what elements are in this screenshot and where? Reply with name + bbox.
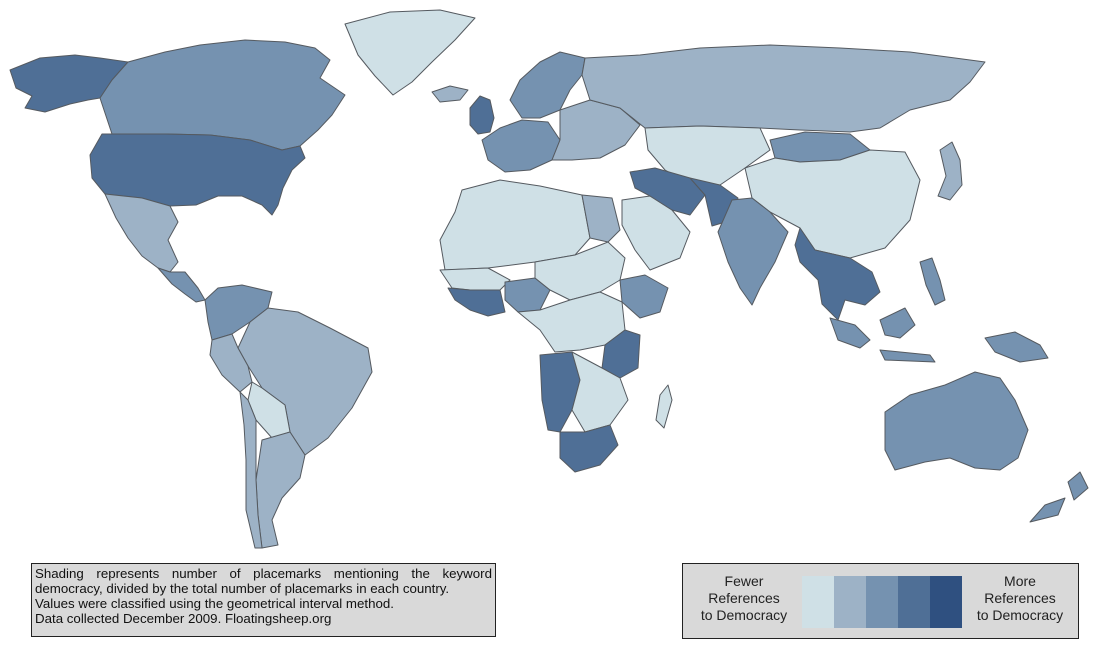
region-guinea-coast xyxy=(447,287,506,317)
region-india xyxy=(717,197,789,306)
note-line: Values were classified using the geometr… xyxy=(35,596,394,611)
region-argentina xyxy=(255,431,306,549)
region-iceland xyxy=(431,85,469,103)
region-kazakhstan xyxy=(644,125,771,186)
note-line: Data collected December 2009. Floatingsh… xyxy=(35,611,332,626)
map-legend: Fewer References to Democracy More Refer… xyxy=(682,563,1079,639)
region-new-zealand xyxy=(1029,471,1089,523)
note-line: democracy, divided by the total number o… xyxy=(35,581,450,596)
region-philippines xyxy=(919,257,946,306)
region-myanmar-indochina xyxy=(794,227,881,321)
legend-fewer-line: Fewer xyxy=(724,573,764,589)
legend-more-label: More References to Democracy xyxy=(965,573,1075,624)
region-ethiopia xyxy=(619,274,669,319)
region-japan xyxy=(937,141,963,201)
legend-fewer-label: Fewer References to Democracy xyxy=(689,573,799,624)
legend-swatch xyxy=(802,576,834,628)
world-choropleth-map xyxy=(9,9,1089,549)
region-alaska xyxy=(9,54,129,113)
region-madagascar xyxy=(655,384,673,429)
legend-swatches xyxy=(802,576,962,628)
region-iran-iraq xyxy=(629,167,706,216)
map-note-box: Shading represents number of placemarks … xyxy=(31,563,496,637)
region-uk-ireland xyxy=(469,95,495,135)
legend-swatch xyxy=(866,576,898,628)
region-egypt xyxy=(581,194,621,243)
region-chile xyxy=(239,391,263,549)
note-line: Shading represents number of placemarks … xyxy=(35,566,492,581)
region-west-africa xyxy=(439,267,511,291)
legend-more-line: References xyxy=(984,590,1056,606)
legend-swatch xyxy=(898,576,930,628)
region-greenland xyxy=(344,9,476,96)
region-central-america xyxy=(157,267,206,303)
region-angola-namibia xyxy=(539,351,581,433)
region-russia xyxy=(581,44,986,133)
region-papua xyxy=(984,331,1049,363)
legend-more-line: More xyxy=(1004,573,1036,589)
region-china xyxy=(744,149,921,259)
region-western-europe xyxy=(481,119,561,173)
region-indonesia xyxy=(829,307,936,363)
region-south-africa xyxy=(559,424,619,473)
legend-swatch xyxy=(834,576,866,628)
region-australia xyxy=(884,371,1029,471)
region-mexico xyxy=(104,193,179,273)
legend-fewer-line: to Democracy xyxy=(700,607,788,623)
legend-swatch xyxy=(930,576,962,628)
region-sudan-chad xyxy=(534,241,626,301)
legend-more-line: to Democracy xyxy=(976,607,1064,623)
legend-fewer-line: References xyxy=(708,590,780,606)
region-brazil xyxy=(237,307,373,456)
